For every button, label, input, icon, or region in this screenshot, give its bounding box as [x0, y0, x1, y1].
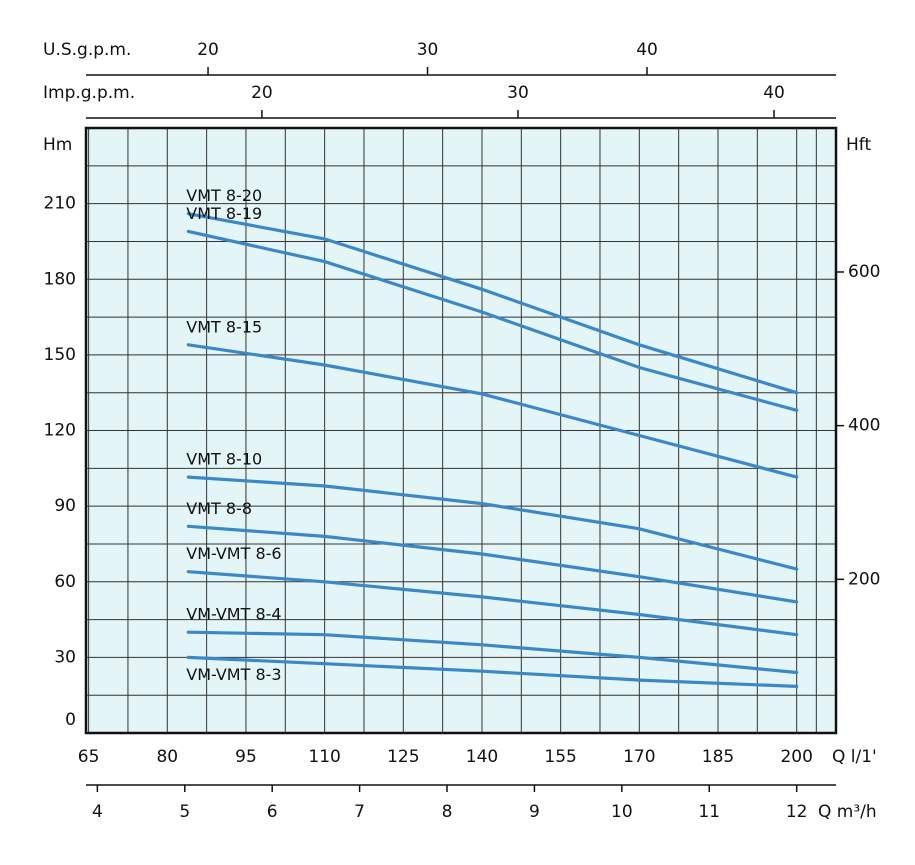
y-tick-label: 90: [54, 496, 76, 516]
y-tick-label: 120: [44, 421, 76, 441]
curve-label: VM-VMT 8-6: [186, 544, 281, 563]
curve-label: VMT 8-20: [186, 186, 262, 205]
curve-label: VMT 8-10: [186, 450, 262, 469]
x2-tick-label: 11: [698, 802, 720, 822]
x2-tick-label: 7: [354, 802, 365, 822]
x2-axis-label: Q m³/h: [818, 802, 877, 822]
curve: [186, 630, 799, 675]
y-tick-label: 0: [65, 710, 76, 730]
x2-tick-label: 10: [611, 802, 633, 822]
curve-label: VM-VMT 8-3: [186, 665, 281, 684]
curve-label: VMT 8-8: [186, 499, 252, 518]
x-tick-label: 65: [78, 747, 100, 767]
y2-tick-label: 200: [848, 569, 880, 589]
y-tick-label: 210: [44, 194, 76, 214]
y-tick-label: 180: [44, 269, 76, 289]
x2-tick-label: 6: [267, 802, 278, 822]
curve: [186, 655, 799, 688]
curve: [186, 475, 799, 571]
x2-tick-label: 40: [763, 83, 785, 103]
curve: [186, 212, 799, 395]
x2-tick-label: 8: [442, 802, 453, 822]
x2-tick-label: 4: [92, 802, 103, 822]
x-tick-label: 110: [308, 747, 340, 767]
x2-axis-label: Imp.g.p.m.: [43, 83, 135, 103]
x2-tick-label: 9: [529, 802, 540, 822]
y2-axis-label: Hft: [846, 135, 871, 155]
x-tick-label: 200: [780, 747, 812, 767]
x-tick-label: 155: [544, 747, 576, 767]
y2-tick-label: 600: [848, 262, 880, 282]
y-tick-label: 30: [54, 647, 76, 667]
y2-tick-label: 400: [848, 416, 880, 436]
curve: [186, 229, 799, 412]
curve: [186, 570, 799, 637]
curve-label: VM-VMT 8-4: [186, 605, 281, 624]
plot-frame: [84, 126, 838, 735]
x2-tick-label: 30: [507, 83, 529, 103]
x2-tick-label: 40: [636, 40, 658, 60]
y-tick-label: 150: [44, 345, 76, 365]
x-tick-label: 125: [387, 747, 419, 767]
y-tick-label: 60: [54, 572, 76, 592]
x-tick-label: 80: [156, 747, 178, 767]
x-tick-label: 140: [466, 747, 498, 767]
x2-tick-label: 20: [197, 40, 219, 60]
x-tick-label: 95: [235, 747, 257, 767]
curve-label: VMT 8-15: [186, 317, 262, 336]
x-axis-label: Q l/1': [832, 747, 877, 767]
curve: [186, 343, 799, 479]
x2-axis-label: U.S.g.p.m.: [43, 40, 131, 60]
y-axis-label: Hm: [43, 135, 72, 155]
curve: [186, 524, 799, 604]
x2-tick-label: 5: [179, 802, 190, 822]
x2-tick-label: 12: [786, 802, 808, 822]
x2-tick-label: 30: [417, 40, 439, 60]
x-tick-label: 170: [623, 747, 655, 767]
curve-label: VMT 8-19: [186, 204, 262, 223]
x-tick-label: 185: [702, 747, 734, 767]
x2-tick-label: 20: [251, 83, 273, 103]
